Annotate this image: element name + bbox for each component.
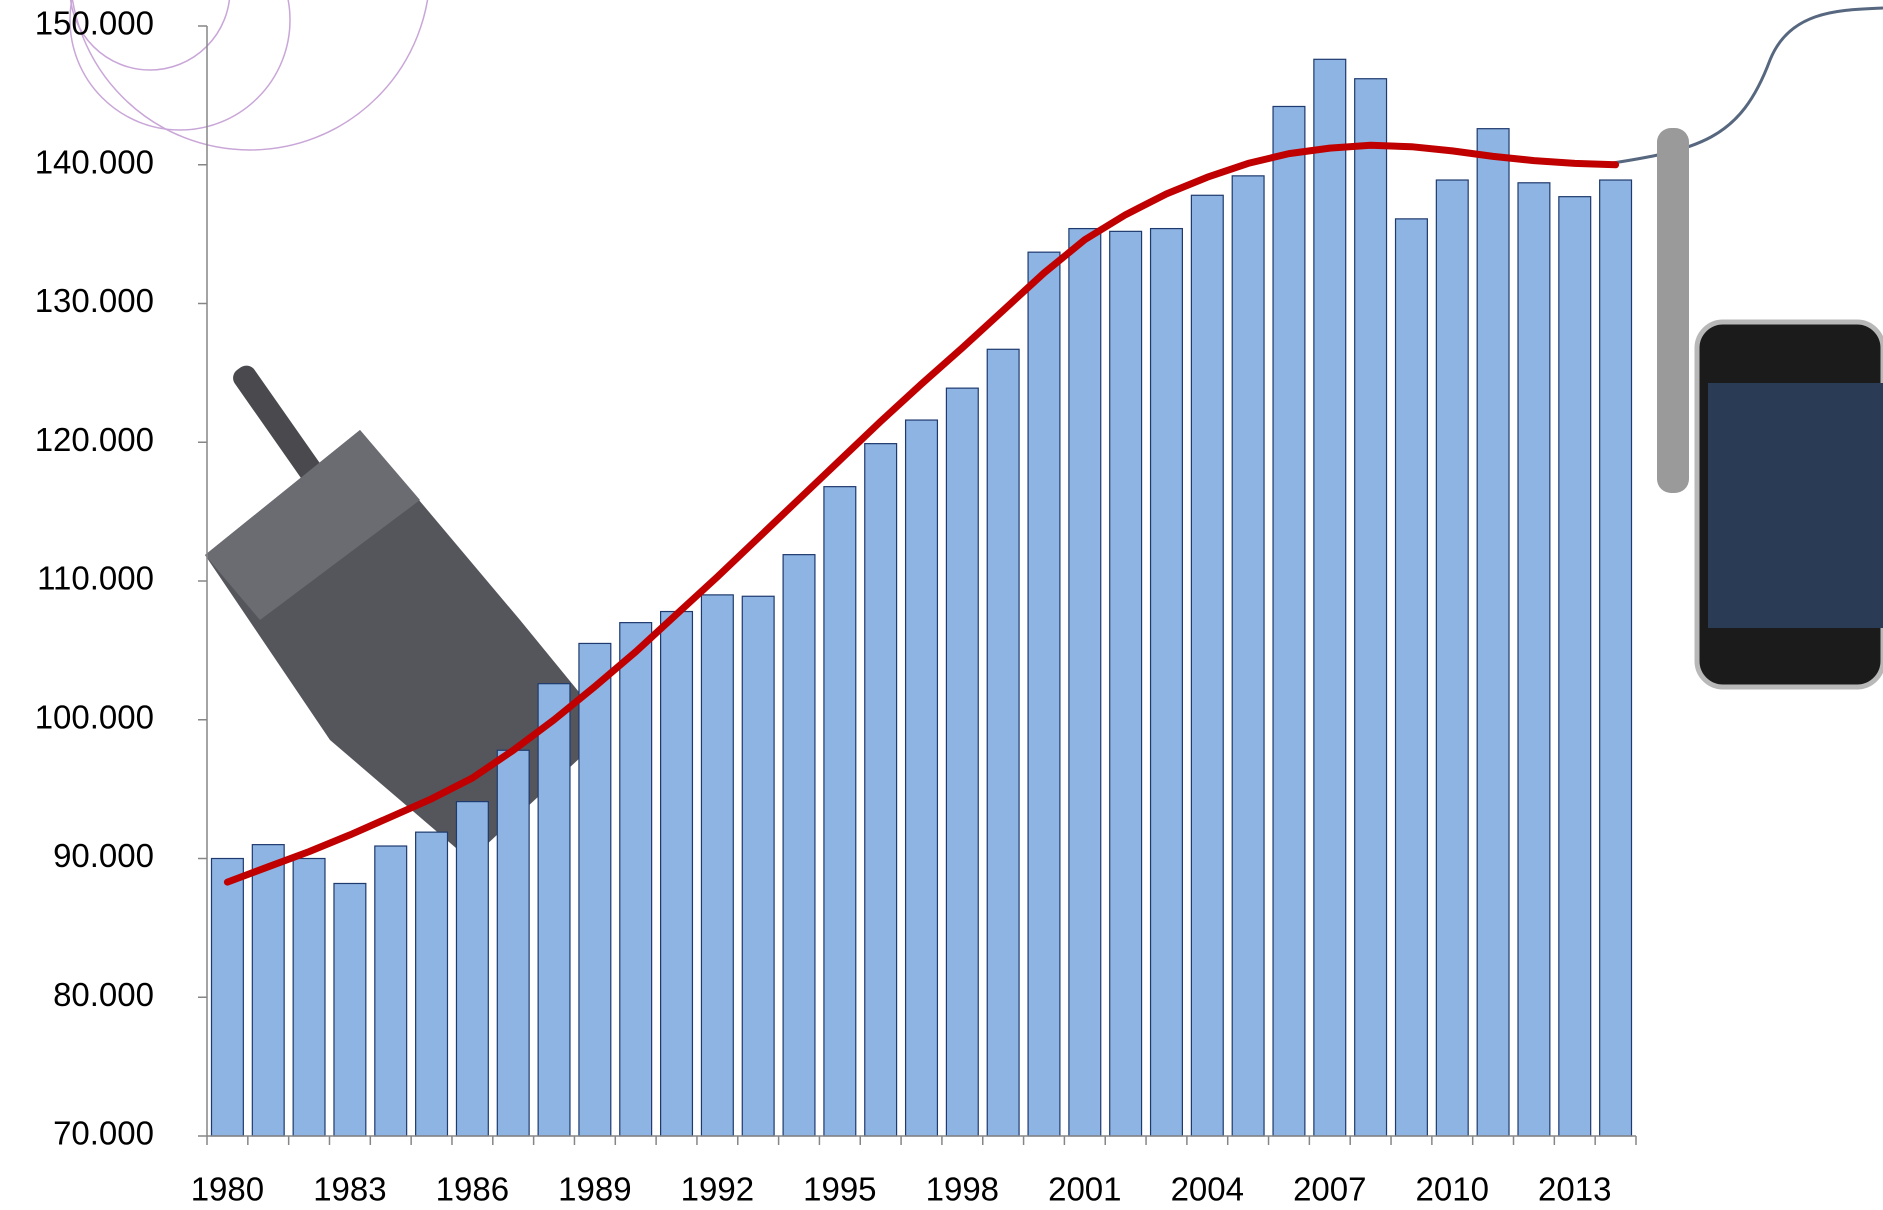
- y-tick-label: 150.000: [35, 5, 154, 42]
- y-tick-label: 90.000: [53, 837, 154, 874]
- bar: [496, 749, 530, 1137]
- bar: [741, 595, 775, 1137]
- x-tick-label: 1992: [681, 1171, 754, 1208]
- bar: [1027, 251, 1061, 1137]
- bar: [1599, 179, 1633, 1137]
- x-tick-label: 2013: [1538, 1171, 1611, 1208]
- x-tick-label: 1983: [313, 1171, 386, 1208]
- bar: [1231, 175, 1265, 1137]
- bar: [1109, 230, 1143, 1137]
- bar: [1394, 218, 1428, 1137]
- y-tick-label: 80.000: [53, 976, 154, 1013]
- x-tick-label: 1986: [436, 1171, 509, 1208]
- bar: [1435, 179, 1469, 1137]
- bar: [660, 610, 694, 1137]
- bar: [415, 831, 449, 1137]
- y-tick-label: 110.000: [37, 560, 154, 597]
- y-tick-label: 120.000: [35, 421, 154, 458]
- bar: [986, 348, 1020, 1137]
- bar: [1558, 196, 1592, 1137]
- bar: [1517, 182, 1551, 1137]
- x-tick-label: 2010: [1416, 1171, 1489, 1208]
- bar: [700, 594, 734, 1137]
- bar: [823, 486, 857, 1137]
- bar: [333, 882, 367, 1137]
- bar: [1149, 227, 1183, 1137]
- bar: [251, 844, 285, 1137]
- x-tick-label: 1989: [558, 1171, 631, 1208]
- bar: [864, 443, 898, 1137]
- bar: [1190, 194, 1224, 1137]
- x-tick-label: 1998: [926, 1171, 999, 1208]
- y-tick-label: 130.000: [35, 282, 154, 319]
- y-tick-label: 100.000: [35, 698, 154, 735]
- decoration-smartphone: [1599, 6, 1883, 690]
- bar: [537, 683, 571, 1137]
- bar: [1272, 105, 1306, 1137]
- bar: [292, 857, 326, 1137]
- bar: [1313, 58, 1347, 1137]
- x-tick-label: 2007: [1293, 1171, 1366, 1208]
- bar: [782, 554, 816, 1137]
- bar: [455, 801, 489, 1137]
- bar: [1476, 128, 1510, 1137]
- bar: [210, 857, 244, 1137]
- bar: [1068, 227, 1102, 1137]
- x-tick-label: 2001: [1048, 1171, 1121, 1208]
- bar: [945, 387, 979, 1137]
- bar: [578, 642, 612, 1137]
- x-tick-label: 1980: [191, 1171, 264, 1208]
- x-tick-label: 1995: [803, 1171, 876, 1208]
- x-tick-label: 2004: [1171, 1171, 1244, 1208]
- trend-line: [223, 141, 1620, 886]
- bar: [1354, 78, 1388, 1137]
- bar: [619, 622, 653, 1137]
- decoration-circles: [69, 0, 429, 151]
- bar: [904, 419, 939, 1137]
- y-tick-label: 140.000: [35, 143, 154, 180]
- y-tick-label: 70.000: [53, 1115, 154, 1152]
- bar: [374, 845, 408, 1137]
